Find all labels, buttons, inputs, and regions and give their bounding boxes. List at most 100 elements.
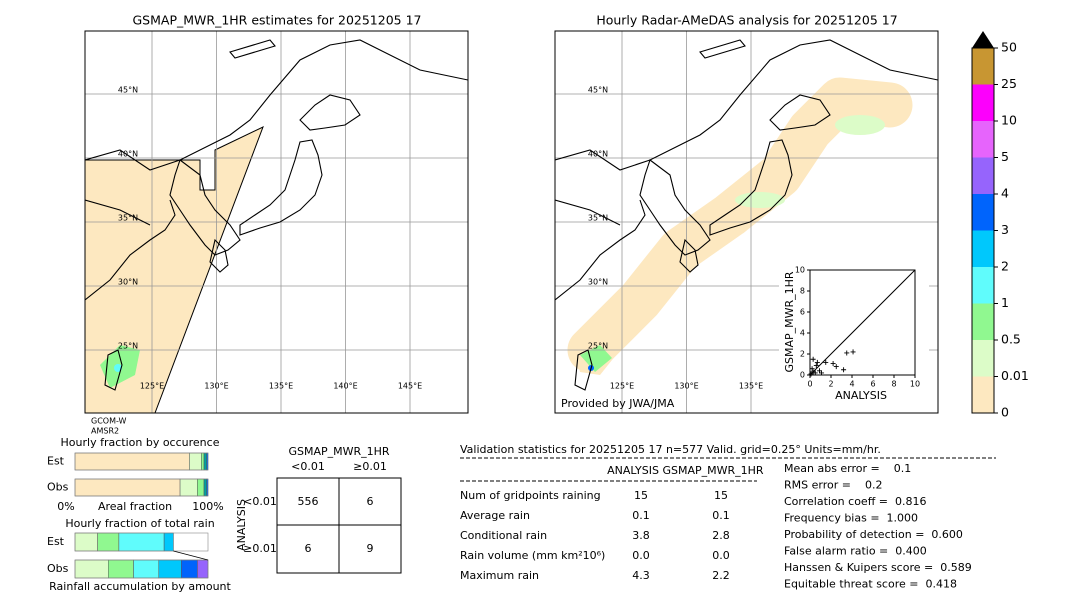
column-header: ANALYSIS bbox=[607, 464, 659, 477]
score: Equitable threat score = 0.418 bbox=[784, 578, 957, 591]
point bbox=[814, 359, 820, 365]
colorbar-segment bbox=[972, 340, 994, 377]
bar-segment bbox=[163, 532, 174, 552]
bar-segment bbox=[158, 559, 182, 579]
x-axis-label: ANALYSIS bbox=[835, 389, 887, 402]
row-label: Obs bbox=[47, 481, 69, 494]
cell: 15 bbox=[714, 489, 728, 502]
lat-label: 35°N bbox=[588, 214, 608, 223]
cell: 556 bbox=[298, 495, 319, 508]
map-border bbox=[84, 30, 469, 414]
bar-segment bbox=[133, 559, 160, 579]
colorbar-label: 0.01 bbox=[1001, 368, 1029, 383]
bar-segment bbox=[197, 559, 209, 579]
sensor: AMSR2 bbox=[91, 427, 119, 436]
map-border bbox=[554, 30, 939, 414]
point bbox=[850, 349, 856, 355]
row-label: Maximum rain bbox=[460, 569, 539, 582]
bar-segment bbox=[203, 452, 207, 471]
lon-label: 140°E bbox=[333, 382, 357, 391]
colorbar-label: 50 bbox=[1001, 40, 1017, 55]
cell: 0.1 bbox=[632, 509, 650, 522]
left-map: GSMAP_MWR_1HR estimates for 20251205 17 … bbox=[84, 13, 469, 436]
bar-title: Hourly fraction of total rain bbox=[65, 517, 214, 530]
inset-bg bbox=[779, 262, 929, 402]
colorbar-label: 25 bbox=[1001, 76, 1017, 91]
colorbar-label: 2 bbox=[1001, 259, 1009, 274]
row-header: ≥0.01 bbox=[243, 542, 277, 555]
lon-label: 125°E bbox=[610, 382, 634, 391]
point bbox=[841, 367, 847, 373]
y-tick-label: 10 bbox=[795, 266, 805, 275]
cell: 2.8 bbox=[712, 529, 730, 542]
colorbar-extend bbox=[972, 31, 994, 48]
x-tick-label: 2 bbox=[828, 380, 833, 389]
y-tick-label: 2 bbox=[800, 350, 805, 359]
point bbox=[813, 363, 819, 369]
lat-label: 40°N bbox=[588, 150, 608, 159]
rain-area bbox=[85, 126, 264, 413]
bar-segment bbox=[118, 532, 165, 552]
colorbar-segment bbox=[972, 194, 994, 231]
score: Frequency bias = 1.000 bbox=[784, 512, 918, 525]
x-tick-label: 4 bbox=[849, 380, 854, 389]
cell: 9 bbox=[367, 542, 374, 555]
bar-segment bbox=[74, 452, 190, 471]
map-title: GSMAP_MWR_1HR estimates for 20251205 17 bbox=[133, 13, 422, 28]
plot-frame bbox=[809, 269, 916, 376]
score: Hanssen & Kuipers score = 0.589 bbox=[784, 561, 972, 574]
lat-label: 40°N bbox=[118, 150, 138, 159]
point bbox=[812, 370, 818, 376]
bar-segment bbox=[189, 452, 202, 471]
lon-label: 135°E bbox=[739, 382, 763, 391]
lon-label: 145°E bbox=[398, 382, 422, 391]
column-header: <0.01 bbox=[291, 460, 325, 473]
bar-title: Hourly fraction by occurence bbox=[61, 436, 220, 449]
lat-label: 25°N bbox=[588, 342, 608, 351]
x-tick-label: 10 bbox=[910, 380, 920, 389]
lat-label: 45°N bbox=[588, 86, 608, 95]
rain-area bbox=[735, 192, 785, 208]
cell: 2.2 bbox=[712, 569, 730, 582]
colorbar-label: 0 bbox=[1001, 405, 1009, 420]
x-tick-label: 0 bbox=[807, 380, 812, 389]
row-label: Est bbox=[47, 535, 65, 548]
colorbar-segment bbox=[972, 157, 994, 194]
x-tick-label: 8 bbox=[891, 380, 896, 389]
lat-label: 45°N bbox=[118, 86, 138, 95]
row-label: Rain volume (mm km²10⁶) bbox=[460, 549, 605, 562]
cell: 15 bbox=[634, 489, 648, 502]
colorbar-segment bbox=[972, 376, 994, 413]
score: False alarm ratio = 0.400 bbox=[784, 545, 927, 558]
table-title: GSMAP_MWR_1HR bbox=[288, 445, 389, 458]
diagonal bbox=[809, 269, 916, 376]
colorbar-segment bbox=[972, 230, 994, 267]
rain-area bbox=[835, 115, 885, 135]
lat-label: 35°N bbox=[118, 214, 138, 223]
row-title: ANALYSIS bbox=[235, 499, 248, 551]
column-header: GSMAP_MWR_1HR bbox=[662, 464, 763, 477]
y-tick-label: 0 bbox=[800, 371, 805, 380]
map-title: Hourly Radar-AMeDAS analysis for 2025120… bbox=[596, 13, 897, 28]
lat-label: 25°N bbox=[118, 342, 138, 351]
bar-segment bbox=[181, 559, 198, 579]
colorbar-segment bbox=[972, 303, 994, 340]
colorbar-label: 0.5 bbox=[1001, 332, 1021, 347]
score: Mean abs error = 0.1 bbox=[784, 462, 911, 475]
bar-segment bbox=[74, 532, 98, 552]
column-header: ≥0.01 bbox=[353, 460, 387, 473]
cell: 4.3 bbox=[632, 569, 650, 582]
right-map: Hourly Radar-AMeDAS analysis for 2025120… bbox=[554, 13, 939, 414]
validation-stats: Validation statistics for 20251205 17 n=… bbox=[460, 443, 996, 591]
fraction-bars: Hourly fraction by occurence Est Obs 0% Area… bbox=[47, 436, 232, 593]
row-label: Conditional rain bbox=[460, 529, 547, 542]
colorbar-segment bbox=[972, 267, 994, 304]
cell: 0.0 bbox=[632, 549, 650, 562]
row-label: Num of gridpoints raining bbox=[460, 489, 601, 502]
cell: 6 bbox=[367, 495, 374, 508]
lon-label: 135°E bbox=[269, 382, 293, 391]
axis-label: 100% bbox=[192, 500, 223, 513]
connector bbox=[173, 550, 209, 561]
bar-segment bbox=[201, 452, 205, 471]
